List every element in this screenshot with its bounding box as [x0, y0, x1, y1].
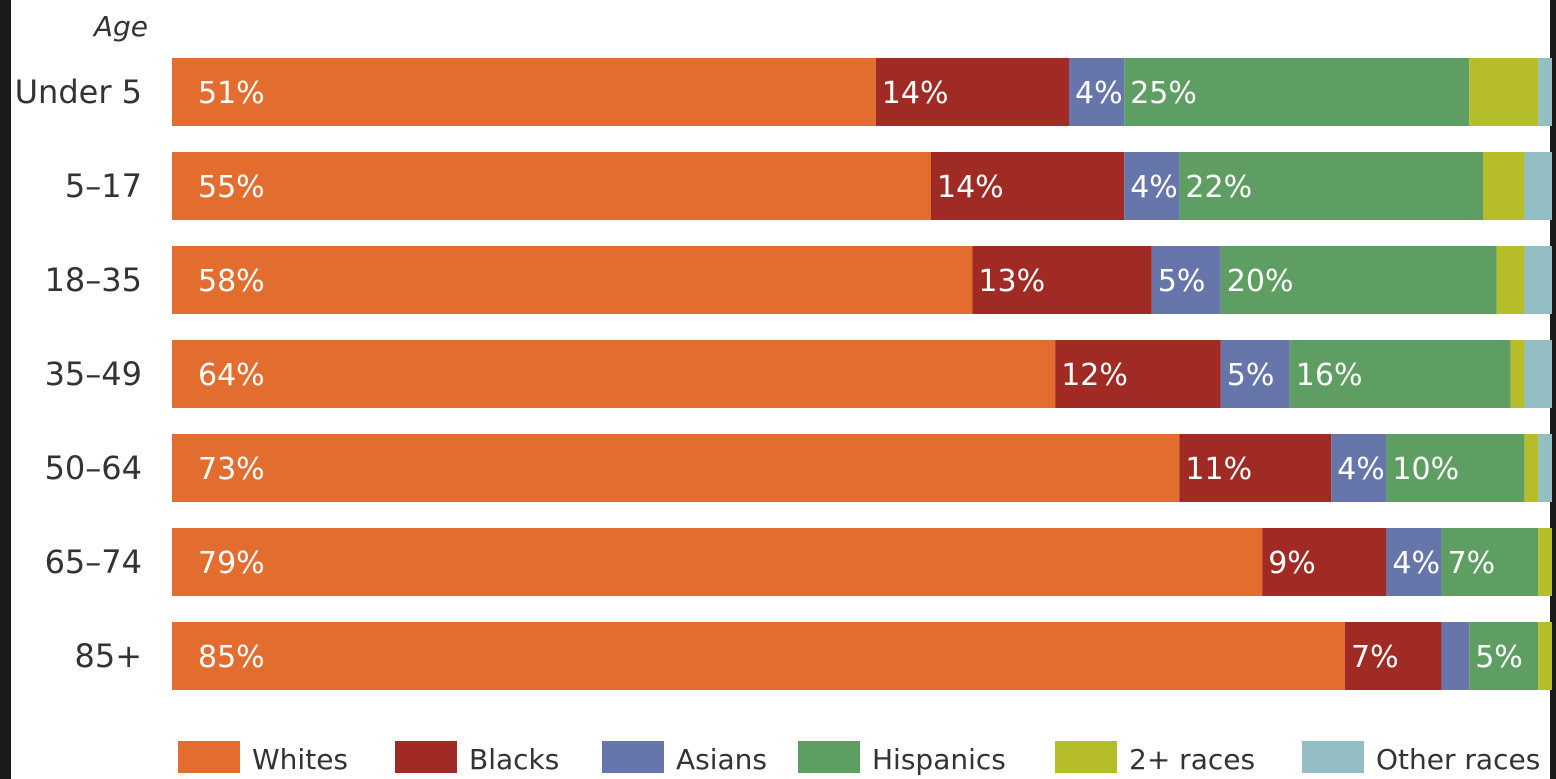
bar-hispanics-65-74 [1441, 528, 1539, 596]
bar-whites-5-17 [172, 152, 931, 220]
data-label-asians-35-49: 5% [1227, 358, 1275, 393]
data-label-whites-18-35: 58% [198, 264, 265, 299]
bar-whites-50-64 [172, 434, 1180, 502]
data-label-hispanics-65-74: 7% [1448, 546, 1496, 581]
bar-whites-65-74 [172, 528, 1263, 596]
bar-asians-18-35 [1151, 246, 1221, 314]
bar-hispanics-35-49 [1289, 340, 1511, 408]
bar-asians-under-5 [1069, 58, 1125, 126]
bar-hispanics-under-5 [1124, 58, 1470, 126]
category-label-50-64: 50–64 [45, 449, 142, 487]
data-label-hispanics-85plus: 5% [1475, 640, 1523, 675]
bar-hispanics-50-64 [1386, 434, 1525, 502]
category-label-35-49: 35–49 [45, 355, 142, 393]
legend-swatch-2plus-races [1055, 741, 1117, 773]
legend-label-blacks: Blacks [469, 743, 559, 776]
category-label-under-5: Under 5 [15, 73, 142, 111]
legend-swatch-blacks [395, 741, 457, 773]
bars-group: 51% 14% 4% 25%55% 14% 4% 22%58% 13% 5% 20%64% 12% 5… [172, 58, 1552, 690]
bar-whites-18-35 [172, 246, 973, 314]
data-label-blacks-18-35: 13% [978, 264, 1045, 299]
bar-whites-35-49 [172, 340, 1056, 408]
data-label-asians-65-74: 4% [1392, 546, 1440, 581]
right-frame-strip [1550, 0, 1556, 779]
bar-hispanics-5-17 [1179, 152, 1483, 220]
bar-2plus-races-18-35 [1496, 246, 1525, 314]
bar-blacks-under-5 [875, 58, 1069, 126]
data-label-blacks-50-64: 11% [1185, 452, 1252, 487]
category-label-85plus: 85+ [74, 637, 142, 675]
legend-swatch-other-races [1302, 741, 1364, 773]
bar-whites-under-5 [172, 58, 876, 126]
legend-label-asians: Asians [676, 743, 767, 776]
bar-hispanics-85plus [1469, 622, 1539, 690]
bar-other-races-5-17 [1524, 152, 1552, 220]
bar-other-races-35-49 [1524, 340, 1552, 408]
bar-hispanics-18-35 [1220, 246, 1497, 314]
bar-blacks-65-74 [1262, 528, 1387, 596]
data-label-asians-under-5: 4% [1075, 76, 1123, 111]
data-label-blacks-65-74: 9% [1268, 546, 1316, 581]
bar-asians-65-74 [1386, 528, 1442, 596]
data-label-whites-65-74: 79% [198, 546, 265, 581]
bar-other-races-under-5 [1538, 58, 1552, 126]
bar-other-races-18-35 [1524, 246, 1552, 314]
data-label-asians-18-35: 5% [1158, 264, 1206, 299]
y-axis-title: Age [92, 10, 148, 43]
category-label-18-35: 18–35 [45, 261, 142, 299]
data-label-hispanics-under-5: 25% [1130, 76, 1197, 111]
bar-blacks-18-35 [972, 246, 1152, 314]
data-label-whites-35-49: 64% [198, 358, 265, 393]
legend-label-hispanics: Hispanics [872, 743, 1006, 776]
bar-blacks-50-64 [1179, 434, 1332, 502]
bar-2plus-races-65-74 [1538, 528, 1552, 596]
data-label-whites-85plus: 85% [198, 640, 265, 675]
legend-label-2plus-races: 2+ races [1129, 743, 1255, 776]
category-label-65-74: 65–74 [45, 543, 142, 581]
legend: Whites Blacks Asians Hispanics 2+ races Other… [178, 741, 1540, 776]
legend-label-other-races: Other races [1376, 743, 1540, 776]
bar-asians-5-17 [1124, 152, 1180, 220]
legend-swatch-hispanics [798, 741, 860, 773]
bar-other-races-50-64 [1538, 434, 1552, 502]
bar-2plus-races-85plus [1538, 622, 1552, 690]
bar-2plus-races-5-17 [1483, 152, 1525, 220]
bar-blacks-85plus [1345, 622, 1442, 690]
bar-2plus-races-50-64 [1524, 434, 1539, 502]
data-label-blacks-under-5: 14% [882, 76, 949, 111]
legend-swatch-whites [178, 741, 240, 773]
category-labels: Under 5 5–17 18–35 35–49 50–64 65–74 85+ [15, 73, 142, 675]
data-label-blacks-85plus: 7% [1351, 640, 1399, 675]
data-label-blacks-5-17: 14% [937, 170, 1004, 205]
data-label-hispanics-35-49: 16% [1296, 358, 1363, 393]
data-label-whites-under-5: 51% [198, 76, 265, 111]
data-label-hispanics-50-64: 10% [1392, 452, 1459, 487]
data-label-hispanics-5-17: 22% [1185, 170, 1252, 205]
data-label-asians-5-17: 4% [1130, 170, 1178, 205]
data-label-whites-50-64: 73% [198, 452, 265, 487]
bar-blacks-35-49 [1055, 340, 1221, 408]
data-label-whites-5-17: 55% [198, 170, 265, 205]
data-label-hispanics-18-35: 20% [1227, 264, 1294, 299]
category-label-5-17: 5–17 [65, 167, 142, 205]
bar-2plus-races-under-5 [1469, 58, 1539, 126]
bar-blacks-5-17 [931, 152, 1125, 220]
legend-label-whites: Whites [252, 743, 348, 776]
bar-asians-35-49 [1220, 340, 1290, 408]
legend-swatch-asians [602, 741, 664, 773]
bar-2plus-races-35-49 [1510, 340, 1525, 408]
data-label-asians-50-64: 4% [1337, 452, 1385, 487]
left-frame-strip [0, 0, 11, 779]
bar-asians-50-64 [1331, 434, 1387, 502]
bar-whites-85plus [172, 622, 1345, 690]
bar-asians-85plus [1441, 622, 1470, 690]
data-label-blacks-35-49: 12% [1061, 358, 1128, 393]
